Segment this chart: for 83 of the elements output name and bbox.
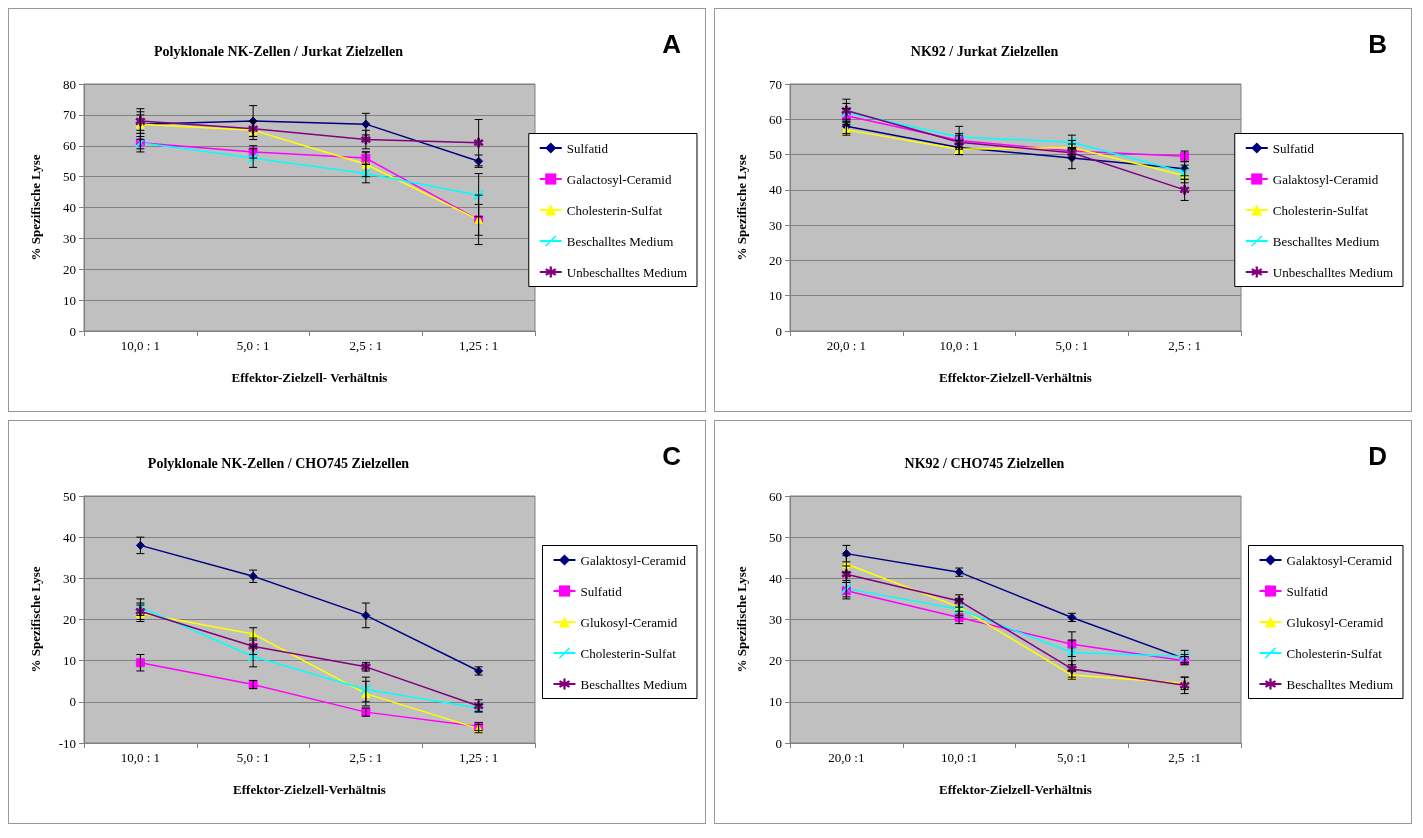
text: A <box>662 29 682 59</box>
legend-label: Glukosyl-Ceramid <box>1286 614 1384 630</box>
x-tick-label: 2,5 : 1 <box>1168 338 1202 353</box>
y-tick-label: 80 <box>63 76 76 92</box>
x-axis-title: Effektor-Zielzell-Verhältnis <box>939 370 1092 385</box>
y-tick-label: 50 <box>63 169 76 185</box>
y-tick-label: 40 <box>63 200 76 215</box>
legend-label: Beschalltes Medium <box>580 676 688 692</box>
chart-title: NK92 / CHO745 Zielzellen <box>904 455 1065 471</box>
y-tick-label: 10 <box>63 292 76 308</box>
y-tick-label: 0 <box>69 694 76 710</box>
legend-label: Sulfatid <box>566 140 609 156</box>
y-tick-label: 50 <box>769 147 782 163</box>
y-tick-label: 50 <box>63 488 76 504</box>
legend-label: Unbeschalltes Medium <box>566 264 688 280</box>
y-tick-label: 30 <box>63 230 76 246</box>
legend-label: Beschalltes Medium <box>1286 676 1394 692</box>
y-tick-label: 30 <box>63 570 76 586</box>
x-tick-label: 20,0 :1 <box>828 750 865 765</box>
x-tick-label: 10,0 :1 <box>941 750 978 765</box>
x-tick-label: 1,25 : 1 <box>458 338 499 353</box>
y-tick-label: 0 <box>775 735 782 751</box>
legend-label: Galaktosyl-Ceramid <box>1272 171 1379 187</box>
x-tick-label: 5,0 : 1 <box>236 338 270 353</box>
y-axis-title: % Spezifische Lyse <box>28 154 43 261</box>
legend-label: Sulfatid <box>1286 583 1329 599</box>
y-tick-label: 10 <box>63 653 76 669</box>
y-tick-label: 70 <box>63 107 76 123</box>
text: D <box>1368 441 1387 471</box>
y-axis-title: % Spezifische Lyse <box>734 154 749 261</box>
y-axis-title: % Spezifische Lyse <box>28 566 43 673</box>
y-tick-label: 10 <box>769 694 782 710</box>
x-axis-title: Effektor-Zielzell- Verhältnis <box>231 370 388 385</box>
y-tick-label: 0 <box>775 323 782 339</box>
y-tick-label: 20 <box>769 653 782 669</box>
y-tick-label: 20 <box>63 261 76 277</box>
y-tick-label: 0 <box>69 323 76 339</box>
y-tick-label: 30 <box>769 612 782 627</box>
x-tick-label: 5,0 : 1 <box>1055 338 1089 353</box>
x-tick-label: 2,5 : 1 <box>349 338 383 353</box>
legend-label: Cholesterin-Sulfat <box>1272 202 1369 218</box>
y-axis-title: % Spezifische Lyse <box>734 566 749 673</box>
legend-label: Sulfatid <box>580 583 623 599</box>
chart-title: Polyklonale NK-Zellen / CHO745 Zielzellen <box>147 455 410 471</box>
legend-label: Unbeschalltes Medium <box>1272 264 1394 280</box>
y-tick-label: 50 <box>769 529 782 545</box>
y-tick-label: 40 <box>769 570 782 586</box>
y-tick-label: 70 <box>769 76 782 92</box>
y-tick-label: 20 <box>63 612 76 627</box>
legend-label: Sulfatid <box>1272 140 1315 156</box>
y-tick-label: 60 <box>769 488 782 504</box>
text: C <box>662 441 682 471</box>
legend-label: Galaktosyl-Ceramid <box>580 552 687 568</box>
y-tick-label: 60 <box>769 111 782 127</box>
legend-label: Cholesterin-Sulfat <box>566 202 663 218</box>
legend-label: Cholesterin-Sulfat <box>580 645 677 661</box>
x-tick-label: 1,25 : 1 <box>458 750 499 765</box>
y-tick-label: -10 <box>58 735 76 751</box>
x-axis-title: Effektor-Zielzell-Verhältnis <box>233 782 386 797</box>
legend-label: Galaktosyl-Ceramid <box>1286 552 1393 568</box>
legend-label: Galactosyl-Ceramid <box>566 171 672 187</box>
y-tick-label: 40 <box>769 182 782 198</box>
legend-label: Glukosyl-Ceramid <box>580 614 678 630</box>
x-tick-label: 5,0 : 1 <box>236 750 270 765</box>
x-tick-label: 10,0 : 1 <box>120 750 161 765</box>
x-axis-title: Effektor-Zielzell-Verhältnis <box>939 782 1092 797</box>
legend-label: Beschalltes Medium <box>1272 233 1380 249</box>
x-tick-label: 5,0 :1 <box>1057 750 1087 765</box>
y-tick-label: 20 <box>769 252 782 268</box>
chart-title: NK92 / Jurkat Zielzellen <box>910 43 1059 59</box>
legend-label: Cholesterin-Sulfat <box>1286 645 1383 661</box>
x-tick-label: 2,5 :1 <box>1168 750 1202 765</box>
y-tick-label: 60 <box>63 138 76 154</box>
chart-title: Polyklonale NK-Zellen / Jurkat Zielzellen <box>154 43 404 59</box>
legend-label: Beschalltes Medium <box>566 233 674 249</box>
y-tick-label: 30 <box>769 217 782 233</box>
x-tick-label: 10,0 : 1 <box>120 338 161 353</box>
x-tick-label: 2,5 : 1 <box>349 750 383 765</box>
y-tick-label: 40 <box>63 529 76 545</box>
text: B <box>1368 29 1387 59</box>
x-tick-label: 20,0 : 1 <box>826 338 867 353</box>
x-tick-label: 10,0 : 1 <box>939 338 979 353</box>
y-tick-label: 10 <box>769 288 782 304</box>
